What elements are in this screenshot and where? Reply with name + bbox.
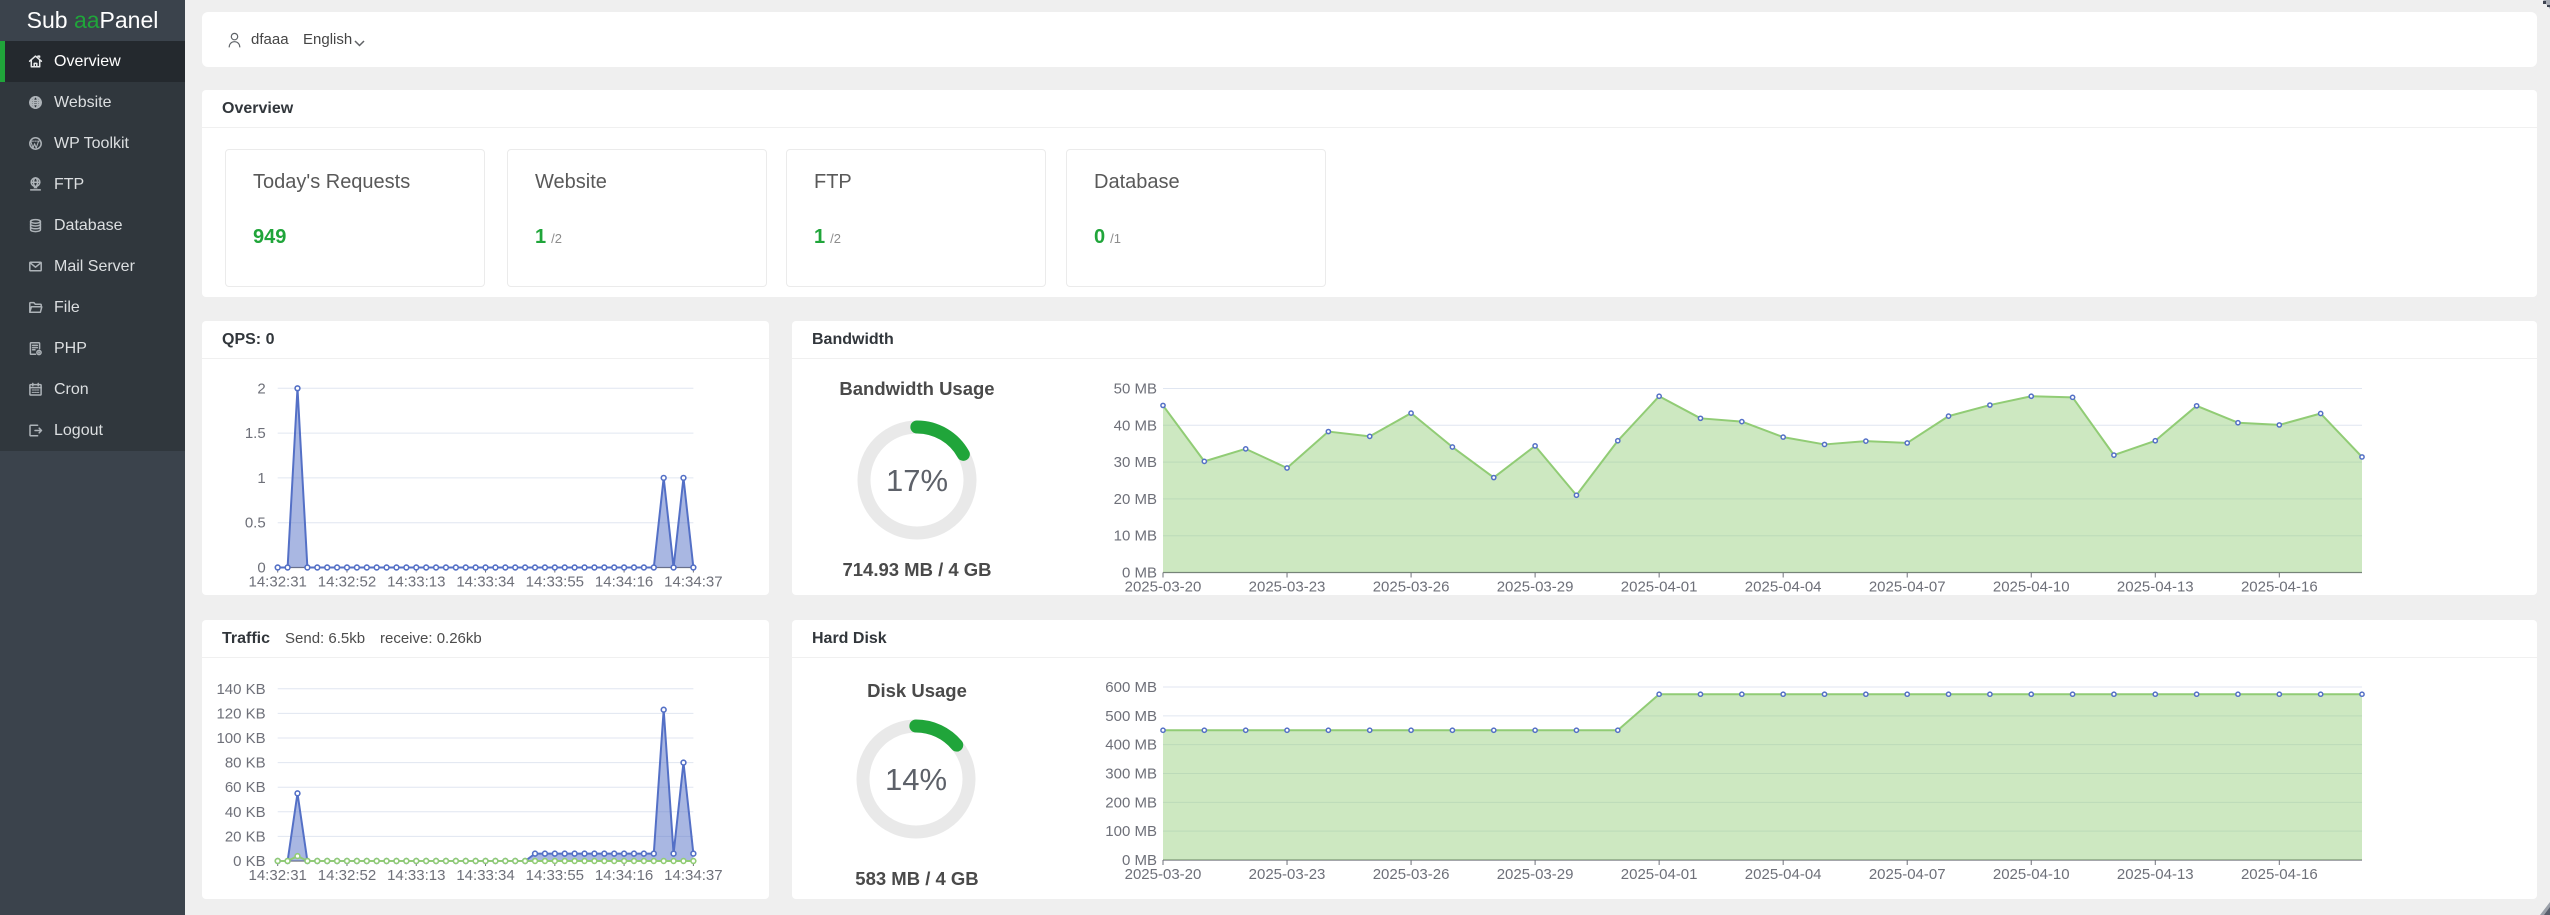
svg-text:2025-04-13: 2025-04-13: [2117, 866, 2194, 883]
svg-text:0.5: 0.5: [245, 515, 266, 532]
svg-text:2025-03-20: 2025-03-20: [1125, 579, 1202, 596]
svg-text:14:34:37: 14:34:37: [664, 867, 722, 884]
svg-text:2025-04-01: 2025-04-01: [1621, 866, 1698, 883]
svg-text:14:33:55: 14:33:55: [526, 574, 584, 591]
svg-text:14:34:16: 14:34:16: [595, 867, 653, 884]
svg-text:2025-03-23: 2025-03-23: [1249, 579, 1326, 596]
svg-text:2025-04-04: 2025-04-04: [1745, 866, 1822, 883]
svg-text:600 MB: 600 MB: [1105, 679, 1157, 696]
svg-text:2025-04-16: 2025-04-16: [2241, 579, 2318, 596]
svg-text:1: 1: [257, 470, 265, 487]
svg-text:14%: 14%: [885, 762, 947, 797]
svg-text:0 MB: 0 MB: [1122, 852, 1157, 869]
svg-text:80 KB: 80 KB: [225, 755, 266, 772]
svg-text:0 KB: 0 KB: [233, 853, 266, 870]
svg-text:2025-04-10: 2025-04-10: [1993, 579, 2070, 596]
svg-text:500 MB: 500 MB: [1105, 708, 1157, 725]
svg-text:2025-04-07: 2025-04-07: [1869, 866, 1946, 883]
svg-text:14:32:31: 14:32:31: [249, 867, 307, 884]
svg-text:300 MB: 300 MB: [1105, 766, 1157, 783]
svg-text:14:32:52: 14:32:52: [318, 867, 376, 884]
svg-text:60 KB: 60 KB: [225, 779, 266, 796]
svg-text:20 MB: 20 MB: [1114, 491, 1157, 508]
svg-text:140 KB: 140 KB: [216, 681, 265, 698]
svg-text:14:34:16: 14:34:16: [595, 574, 653, 591]
svg-text:2025-04-01: 2025-04-01: [1621, 579, 1698, 596]
svg-text:2: 2: [257, 380, 265, 397]
svg-text:2025-04-10: 2025-04-10: [1993, 866, 2070, 883]
svg-text:400 MB: 400 MB: [1105, 737, 1157, 754]
svg-text:30 MB: 30 MB: [1114, 454, 1157, 471]
svg-text:0: 0: [257, 560, 265, 577]
svg-text:2025-04-13: 2025-04-13: [2117, 579, 2194, 596]
svg-text:40 KB: 40 KB: [225, 804, 266, 821]
svg-text:14:33:13: 14:33:13: [387, 574, 445, 591]
svg-text:2025-04-04: 2025-04-04: [1745, 579, 1822, 596]
svg-text:2025-04-16: 2025-04-16: [2241, 866, 2318, 883]
svg-text:2025-03-26: 2025-03-26: [1373, 866, 1450, 883]
svg-text:100 MB: 100 MB: [1105, 823, 1157, 840]
svg-text:17%: 17%: [886, 463, 948, 498]
svg-text:2025-03-20: 2025-03-20: [1125, 866, 1202, 883]
svg-text:14:33:34: 14:33:34: [456, 867, 514, 884]
svg-text:40 MB: 40 MB: [1114, 417, 1157, 434]
svg-text:10 MB: 10 MB: [1114, 528, 1157, 545]
svg-text:14:34:37: 14:34:37: [664, 574, 722, 591]
svg-text:14:33:13: 14:33:13: [387, 867, 445, 884]
svg-text:14:32:31: 14:32:31: [249, 574, 307, 591]
svg-text:14:32:52: 14:32:52: [318, 574, 376, 591]
svg-text:120 KB: 120 KB: [216, 705, 265, 722]
svg-text:100 KB: 100 KB: [216, 730, 265, 747]
svg-text:1.5: 1.5: [245, 425, 266, 442]
svg-text:2025-03-29: 2025-03-29: [1497, 579, 1574, 596]
svg-text:2025-03-29: 2025-03-29: [1497, 866, 1574, 883]
svg-text:0 MB: 0 MB: [1122, 565, 1157, 582]
svg-text:50 MB: 50 MB: [1114, 381, 1157, 398]
svg-text:14:33:55: 14:33:55: [526, 867, 584, 884]
svg-text:200 MB: 200 MB: [1105, 794, 1157, 811]
svg-text:2025-03-26: 2025-03-26: [1373, 579, 1450, 596]
svg-text:2025-03-23: 2025-03-23: [1249, 866, 1326, 883]
svg-text:2025-04-07: 2025-04-07: [1869, 579, 1946, 596]
svg-text:20 KB: 20 KB: [225, 828, 266, 845]
svg-text:14:33:34: 14:33:34: [456, 574, 514, 591]
